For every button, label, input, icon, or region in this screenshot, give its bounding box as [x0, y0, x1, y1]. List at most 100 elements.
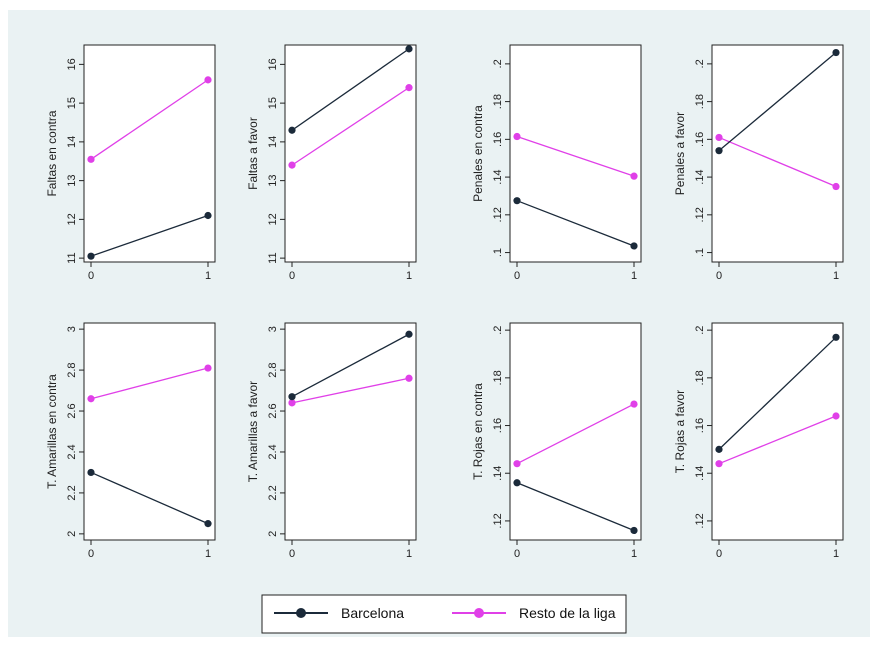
legend-label-resto: Resto de la liga [519, 605, 616, 621]
x-tick-label: 0 [514, 270, 520, 282]
y-tick-label: .12 [492, 207, 504, 222]
y-tick-label: 14 [267, 136, 279, 148]
y-tick-label: 13 [66, 175, 78, 187]
plot-area [284, 44, 417, 263]
y-axis-label: T. Rojas a favor [673, 390, 687, 473]
y-tick-label: 2.6 [267, 403, 279, 418]
y-tick-label: 2.4 [267, 444, 279, 459]
y-tick-label: 2.8 [267, 362, 279, 377]
y-tick-label: 14 [66, 136, 78, 148]
y-tick-label: 2 [267, 531, 279, 537]
series-resto-point [715, 460, 723, 468]
y-axis-label: Faltas en contra [45, 110, 59, 196]
series-barcelona-line [90, 214, 209, 257]
series-resto-point [405, 374, 413, 382]
series-barcelona-point [832, 48, 840, 57]
y-tick-label: .2 [694, 326, 706, 335]
x-tick-label: 1 [406, 270, 412, 282]
y-tick-label: .2 [492, 59, 504, 68]
x-tick-label: 1 [205, 548, 211, 560]
series-resto-point [715, 133, 723, 142]
series-resto-point [204, 76, 212, 84]
y-axis-label: T. Rojas en contra [471, 383, 485, 480]
y-tick-label: 11 [66, 252, 78, 263]
series-resto-line [291, 87, 410, 166]
series-barcelona-line [291, 333, 410, 398]
panel-3: .1 .12 .14 .16 .18 .2 0 1 Penales a favor [673, 44, 844, 282]
series-resto-point [405, 84, 413, 92]
y-tick-label: 3 [267, 326, 279, 332]
plot-area [711, 44, 844, 263]
legend-box [261, 594, 627, 634]
series-barcelona-point [288, 393, 296, 401]
legend-marker-barcelona [296, 608, 306, 618]
series-barcelona-point [204, 211, 212, 220]
y-tick-label: .12 [694, 513, 706, 528]
panel-7: .12 .14 .16 .18 .2 0 1 T. Rojas a favor [673, 322, 844, 560]
y-tick-label: .14 [694, 169, 706, 184]
y-tick-label: .16 [694, 132, 706, 147]
series-resto-line [516, 135, 635, 177]
legend-marker-resto [474, 608, 484, 618]
series-resto-point [87, 395, 95, 403]
plot-area [83, 44, 216, 263]
y-tick-label: .18 [492, 370, 504, 385]
series-barcelona-point [630, 242, 638, 250]
plot-area [284, 322, 417, 541]
series-barcelona-line [516, 482, 635, 532]
y-tick-label: 2.6 [66, 403, 78, 418]
y-axis-label: T. Amarillas en contra [45, 374, 59, 489]
y-tick-label: 16 [267, 58, 279, 70]
series-barcelona-line [718, 336, 837, 450]
y-tick-label: .16 [492, 132, 504, 147]
series-barcelona-point [87, 252, 95, 260]
series-resto-point [513, 132, 521, 141]
y-tick-label: .2 [492, 326, 504, 335]
series-barcelona-point [288, 126, 296, 134]
panel-1: 11 12 13 14 15 16 0 1 Faltas a favor [246, 44, 417, 282]
x-tick-label: 0 [716, 548, 722, 560]
y-tick-label: .18 [492, 94, 504, 109]
series-barcelona-line [90, 471, 209, 525]
plot-area [711, 322, 844, 541]
plot-area [509, 44, 642, 263]
series-barcelona-line [516, 200, 635, 247]
series-resto-line [90, 79, 209, 160]
y-tick-label: 2.2 [267, 485, 279, 500]
y-tick-label: 11 [267, 252, 279, 263]
x-tick-label: 1 [833, 270, 839, 282]
x-tick-label: 0 [88, 548, 94, 560]
y-axis-label: Penales a favor [673, 112, 687, 195]
x-tick-label: 0 [716, 270, 722, 282]
y-tick-label: 12 [267, 213, 279, 225]
series-barcelona-point [630, 526, 638, 535]
series-barcelona-point [513, 197, 521, 205]
series-barcelona-line [291, 48, 410, 131]
y-tick-label: .14 [492, 169, 504, 184]
x-tick-label: 1 [833, 548, 839, 560]
x-tick-label: 0 [514, 548, 520, 560]
panel-4: 2 2.2 2.4 2.6 2.8 3 0 1 T. Amarillas en contra [45, 322, 216, 560]
y-tick-label: .1 [694, 248, 706, 257]
series-barcelona-point [204, 520, 212, 528]
x-tick-label: 0 [289, 270, 295, 282]
x-tick-label: 1 [205, 270, 211, 282]
x-tick-label: 0 [289, 548, 295, 560]
series-barcelona-point [87, 468, 95, 477]
series-resto-point [832, 182, 840, 191]
y-tick-label: .18 [694, 370, 706, 385]
series-barcelona-point [405, 45, 413, 53]
legend-label-barcelona: Barcelona [341, 605, 404, 621]
y-tick-label: .16 [694, 418, 706, 433]
series-barcelona-point [405, 330, 413, 338]
y-tick-label: .18 [694, 94, 706, 109]
series-barcelona-point [832, 333, 840, 341]
series-resto-point [832, 412, 840, 420]
y-axis-label: Penales en contra [471, 105, 485, 202]
panel-5: 2 2.2 2.4 2.6 2.8 3 0 1 T. Amarillas a favor [246, 322, 417, 560]
plot-area [83, 322, 216, 541]
x-tick-label: 1 [631, 270, 637, 282]
y-tick-label: 15 [267, 97, 279, 109]
